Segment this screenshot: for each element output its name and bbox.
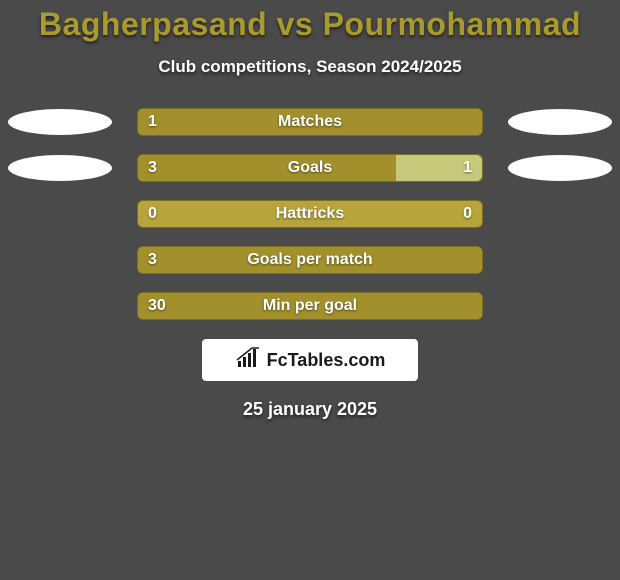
stat-value-right: 1 <box>463 159 472 177</box>
stat-value-left: 30 <box>148 297 166 315</box>
stat-row: Goals per match 3 <box>0 245 620 275</box>
page-subtitle: Club competitions, Season 2024/2025 <box>0 57 620 77</box>
logo-text: FcTables.com <box>267 350 386 371</box>
stat-bar-fill-left <box>138 155 396 181</box>
stat-row: Min per goal 30 <box>0 291 620 321</box>
player-left-ellipse <box>8 155 112 181</box>
player-left-ellipse <box>8 109 112 135</box>
stat-rows: Matches 1 Goals 3 1 Hattricks 0 0 Goals per matc… <box>0 107 620 321</box>
stat-value-left: 1 <box>148 113 157 131</box>
player-right-ellipse <box>508 109 612 135</box>
player-right-ellipse <box>508 155 612 181</box>
stat-value-left: 3 <box>148 159 157 177</box>
stat-bar-track: Goals 3 1 <box>137 154 483 182</box>
comparison-infographic: Bagherpasand vs Pourmohammad Club compet… <box>0 0 620 580</box>
stat-label: Hattricks <box>276 205 344 223</box>
chart-icon <box>235 347 261 374</box>
stat-label: Goals <box>288 159 332 177</box>
stat-label: Min per goal <box>263 297 357 315</box>
page-title: Bagherpasand vs Pourmohammad <box>0 6 620 43</box>
stat-bar-track: Hattricks 0 0 <box>137 200 483 228</box>
stat-row: Goals 3 1 <box>0 153 620 183</box>
footer-date: 25 january 2025 <box>0 399 620 420</box>
logo-badge: FcTables.com <box>202 339 418 381</box>
stat-label: Matches <box>278 113 342 131</box>
stat-bar-track: Matches 1 <box>137 108 483 136</box>
stat-bar-track: Min per goal 30 <box>137 292 483 320</box>
stat-value-left: 3 <box>148 251 157 269</box>
stat-value-right: 0 <box>463 205 472 223</box>
stat-row: Matches 1 <box>0 107 620 137</box>
stat-bar-track: Goals per match 3 <box>137 246 483 274</box>
stat-value-left: 0 <box>148 205 157 223</box>
stat-label: Goals per match <box>247 251 372 269</box>
stat-row: Hattricks 0 0 <box>0 199 620 229</box>
